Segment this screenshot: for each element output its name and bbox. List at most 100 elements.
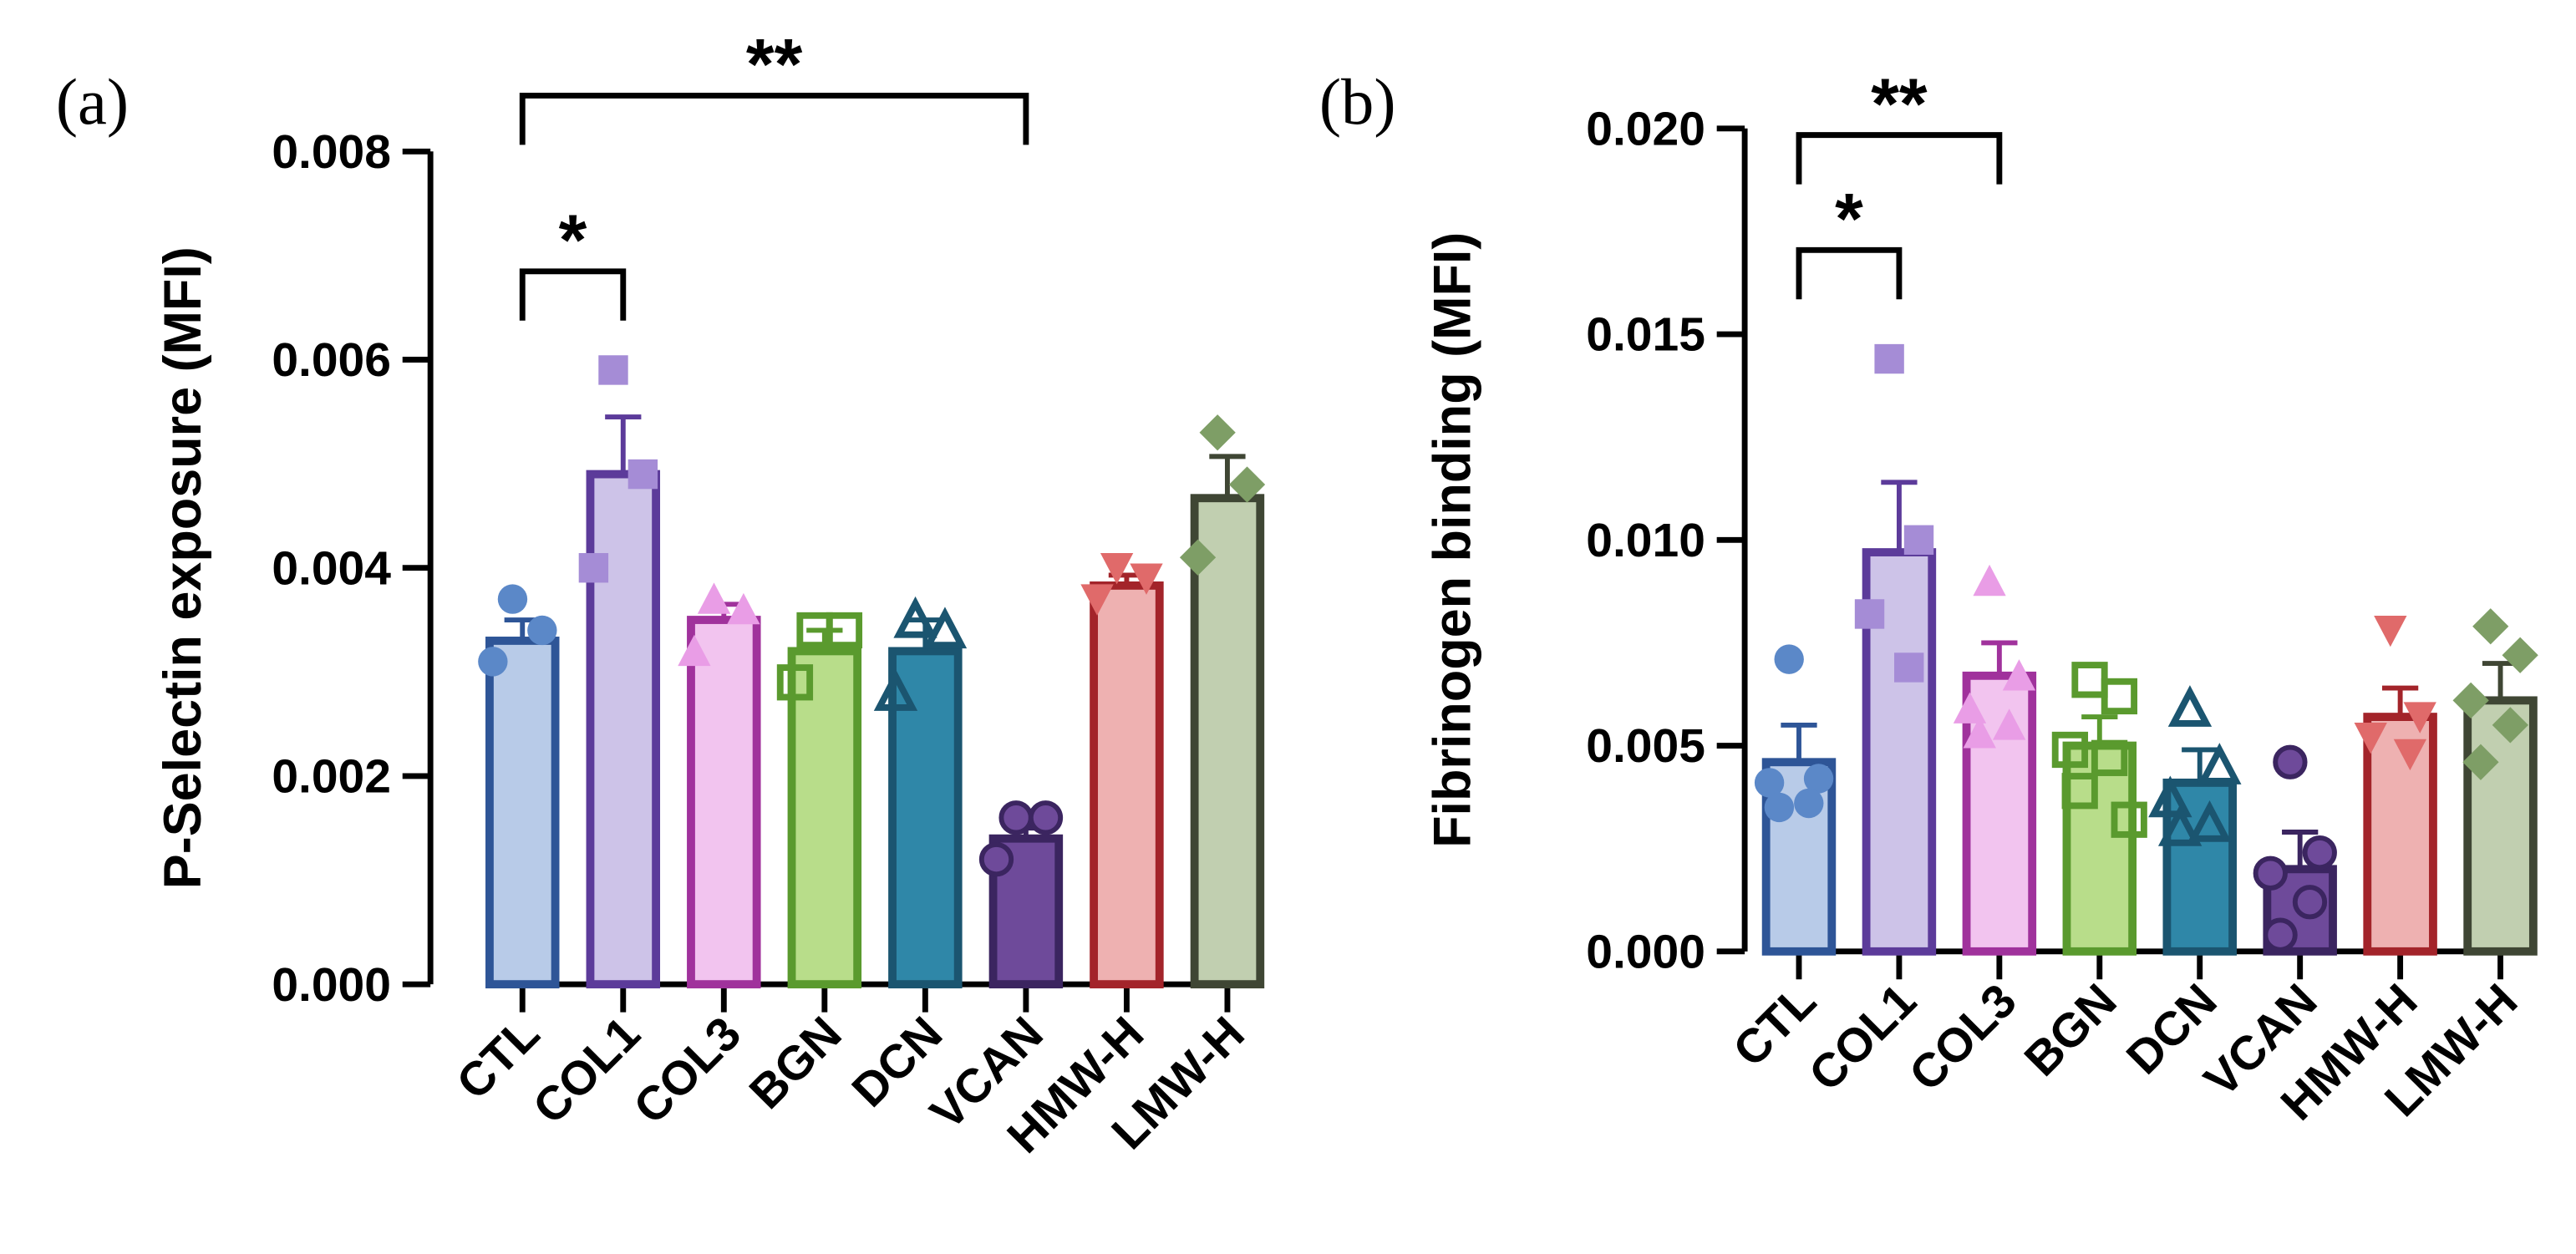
- bar: [485, 637, 560, 989]
- data-point: [2187, 800, 2232, 842]
- data-point: [2253, 855, 2288, 891]
- y-axis-label: Fibrinogen binding (MFI): [1424, 232, 1482, 848]
- data-point: [2492, 707, 2528, 744]
- data-point: [1894, 652, 1924, 683]
- data-point: [1754, 768, 1785, 798]
- data-point: [1199, 414, 1236, 451]
- data-point: [776, 664, 814, 701]
- significance-label: **: [746, 25, 803, 105]
- data-point: [2197, 743, 2242, 784]
- data-point: [2091, 739, 2128, 776]
- y-tick-label: 0.006: [272, 333, 391, 387]
- x-tick-label: BGN: [739, 1007, 852, 1119]
- y-tick-label: 0.000: [272, 958, 391, 1012]
- data-point: [2157, 804, 2203, 846]
- y-tick-label: 0.010: [1586, 514, 1705, 567]
- significance-label: **: [1871, 64, 1928, 145]
- data-point: [627, 459, 658, 490]
- data-point: [678, 634, 711, 667]
- data-point: [2273, 744, 2308, 779]
- data-point: [922, 607, 968, 649]
- data-point: [1130, 563, 1163, 595]
- y-tick-label: 0.008: [272, 125, 391, 179]
- data-point: [2403, 702, 2436, 734]
- error-bar: [2282, 830, 2319, 870]
- significance-bracket: [519, 92, 1029, 145]
- error-bar: [2381, 685, 2419, 718]
- x-tick-label: COL3: [623, 1007, 751, 1135]
- bar: [2363, 713, 2437, 956]
- panel-label: (b): [1319, 66, 1396, 139]
- data-point: [2061, 773, 2098, 810]
- error-bar: [2182, 747, 2218, 783]
- data-point: [2502, 637, 2538, 673]
- data-point: [2472, 608, 2509, 645]
- x-tick-label: COL3: [1899, 974, 2027, 1102]
- y-tick-label: 0.020: [1586, 102, 1705, 155]
- error-bar: [1981, 640, 2018, 676]
- data-point: [1774, 644, 1804, 674]
- data-point: [1080, 584, 1114, 616]
- data-point: [2292, 885, 2328, 920]
- y-axis-label: P-Selectin exposure (MFI): [154, 246, 212, 889]
- data-point: [2002, 659, 2036, 691]
- data-point: [998, 800, 1034, 835]
- error-bar: [1781, 722, 1817, 763]
- panel-label: (a): [56, 66, 129, 139]
- data-point: [978, 841, 1014, 877]
- data-point: [1803, 764, 1834, 794]
- data-point: [598, 355, 628, 385]
- data-point: [1903, 525, 1934, 555]
- data-point: [1992, 708, 2026, 740]
- y-tick-label: 0.005: [1586, 719, 1705, 773]
- data-point: [1953, 692, 1987, 723]
- data-point: [697, 582, 731, 614]
- error-bar: [1881, 480, 1918, 553]
- significance-bracket: [1796, 246, 1903, 300]
- data-point: [497, 584, 528, 614]
- error-bar: [605, 414, 642, 475]
- bar: [888, 647, 963, 989]
- data-point: [1028, 800, 1064, 835]
- data-point: [873, 669, 918, 711]
- data-point: [826, 612, 863, 649]
- data-point: [578, 553, 609, 583]
- x-tick-label: BGN: [2015, 974, 2127, 1087]
- y-tick-label: 0.000: [1586, 925, 1705, 978]
- bar: [2463, 696, 2538, 956]
- data-point: [478, 647, 508, 677]
- y-tick-label: 0.004: [272, 541, 391, 595]
- data-point: [1228, 466, 1266, 503]
- data-point: [2374, 615, 2407, 647]
- y-tick-label: 0.015: [1586, 308, 1705, 362]
- data-point: [2393, 739, 2427, 771]
- data-point: [1963, 717, 1996, 749]
- bar: [687, 616, 761, 989]
- data-point: [1854, 599, 1885, 629]
- significance-label: *: [559, 201, 587, 281]
- data-point: [1973, 564, 2006, 597]
- bar: [586, 470, 661, 989]
- data-point: [893, 596, 937, 638]
- bar: [1190, 494, 1265, 989]
- data-point: [1100, 553, 1134, 585]
- significance-bracket: [1796, 132, 2003, 185]
- data-point: [727, 592, 760, 625]
- x-tick-label: COL1: [523, 1007, 651, 1135]
- data-point: [2148, 775, 2192, 818]
- data-point: [2111, 801, 2147, 838]
- bar: [2162, 778, 2237, 956]
- bar: [1090, 581, 1164, 989]
- error-bar: [1209, 454, 1246, 499]
- bar: [2062, 741, 2137, 956]
- data-point: [2167, 685, 2213, 727]
- data-point: [2051, 731, 2089, 769]
- data-point: [2302, 835, 2337, 871]
- data-point: [2354, 723, 2387, 754]
- data-point: [2462, 744, 2499, 780]
- x-tick-label: COL1: [1799, 974, 1927, 1102]
- error-bar: [2482, 661, 2519, 701]
- data-point: [2071, 662, 2108, 698]
